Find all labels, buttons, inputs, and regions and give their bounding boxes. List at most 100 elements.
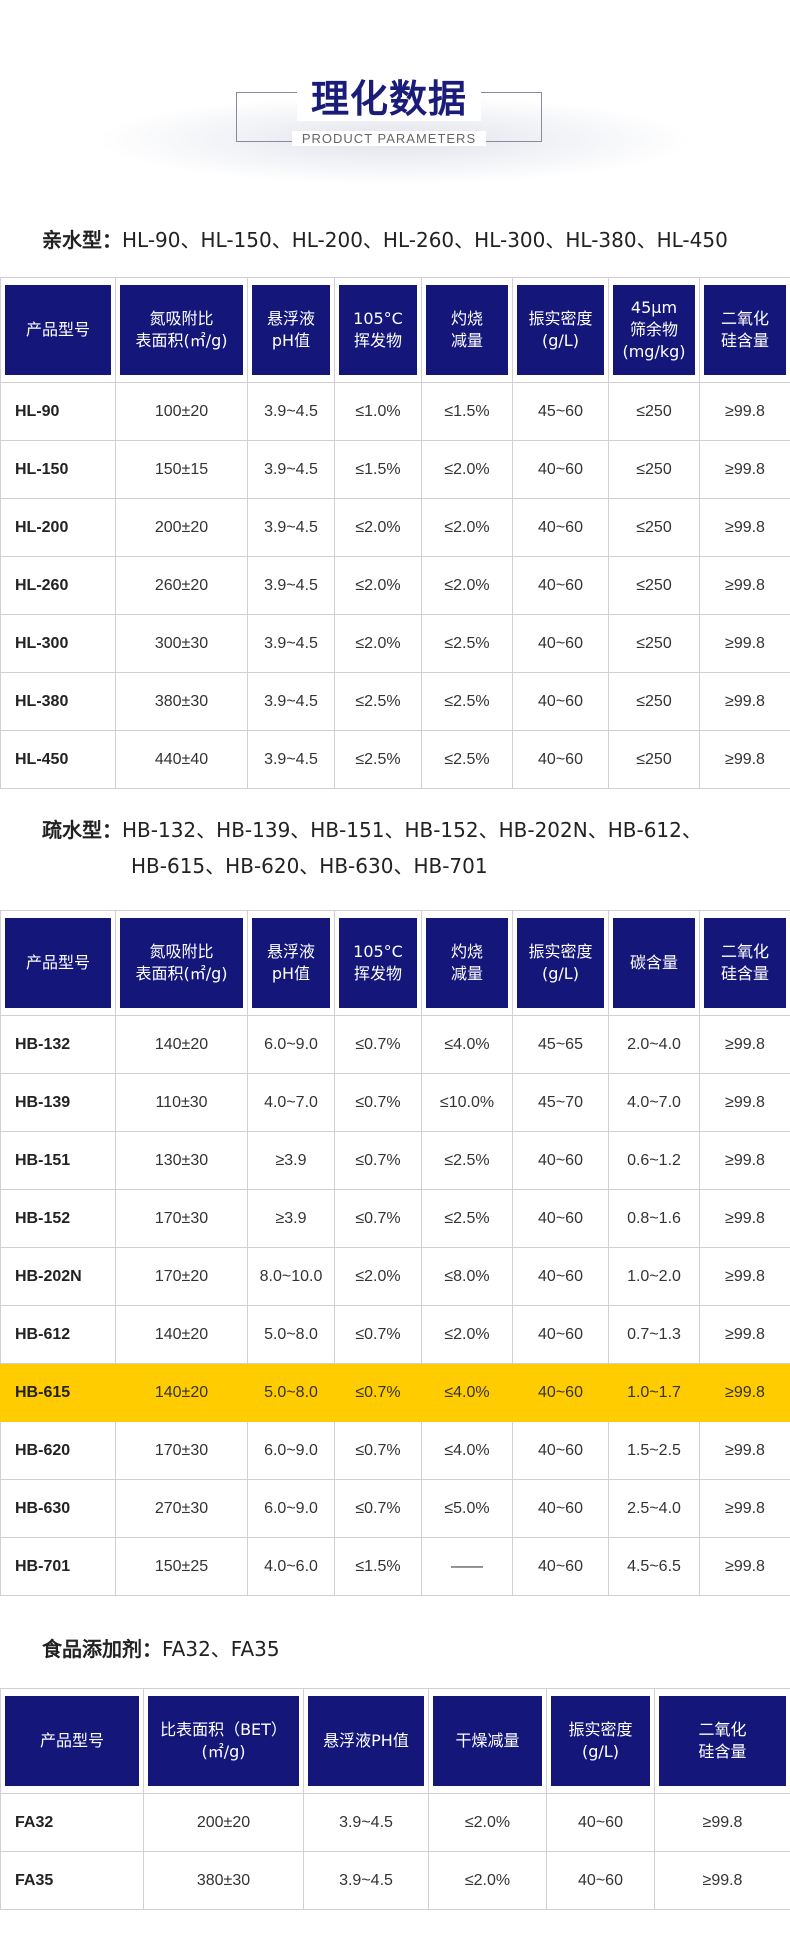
column-header-label: 氮吸附比 表面积(㎡/g) <box>120 918 243 1008</box>
value-cell: ≥99.8 <box>654 1793 790 1852</box>
column-header-label: 产品型号 <box>5 918 111 1008</box>
table-row: HL-380 380±30 3.9~4.5 ≤2.5% ≤2.5% 40~60 ≤250 ≥9… <box>0 672 790 731</box>
value-cell: ≤250 <box>608 614 700 673</box>
value-cell: 170±30 <box>115 1421 248 1480</box>
value-cell: ≤2.0% <box>428 1851 547 1910</box>
value-cell: 300±30 <box>115 614 248 673</box>
value-cell: 40~60 <box>512 1479 609 1538</box>
value-cell: 270±30 <box>115 1479 248 1538</box>
value-cell: 200±20 <box>143 1793 304 1852</box>
value-cell: 200±20 <box>115 498 248 557</box>
hydrophilic-models: HL-90、HL-150、HL-200、HL-260、HL-300、HL-380… <box>122 228 728 252</box>
value-cell: 4.0~7.0 <box>608 1073 700 1132</box>
value-cell: 3.9~4.5 <box>303 1851 429 1910</box>
column-header: 比表面积（BET） (㎡/g) <box>143 1688 304 1794</box>
value-cell: 40~60 <box>512 1305 609 1364</box>
value-cell: 40~60 <box>512 730 609 789</box>
column-header: 灼烧 减量 <box>421 277 513 383</box>
value-cell: ≤4.0% <box>421 1363 513 1422</box>
column-header: 氮吸附比 表面积(㎡/g) <box>115 277 248 383</box>
value-cell: 40~60 <box>512 1421 609 1480</box>
value-cell: 4.0~7.0 <box>247 1073 335 1132</box>
value-cell: 40~60 <box>512 556 609 615</box>
table-row: FA35 380±30 3.9~4.5 ≤2.0% 40~60 ≥99.8 <box>0 1851 790 1910</box>
value-cell: 45~65 <box>512 1015 609 1074</box>
column-header-label: 45μm 筛余物 (mg/kg) <box>613 285 695 375</box>
value-cell: 380±30 <box>115 672 248 731</box>
column-header-label: 悬浮液 pH值 <box>252 918 330 1008</box>
column-header-label: 比表面积（BET） (㎡/g) <box>148 1696 299 1786</box>
value-cell: 5.0~8.0 <box>247 1363 335 1422</box>
value-cell: ≤0.7% <box>334 1015 422 1074</box>
hydrophobic-models-line2: HB-615、HB-620、HB-630、HB-701 <box>131 854 488 878</box>
value-cell: 170±30 <box>115 1189 248 1248</box>
value-cell: ≥99.8 <box>699 1015 790 1074</box>
value-cell: 6.0~9.0 <box>247 1421 335 1480</box>
table-header-row: 产品型号 氮吸附比 表面积(㎡/g) 悬浮液 pH值 105°C 挥发物 灼烧 减量 振实密度 (g… <box>0 277 790 383</box>
table-row: HB-132 140±20 6.0~9.0 ≤0.7% ≤4.0% 45~65 2.0~4.… <box>0 1015 790 1074</box>
model-cell: HB-630 <box>0 1479 116 1538</box>
model-cell: HB-132 <box>0 1015 116 1074</box>
value-cell: ≤8.0% <box>421 1247 513 1306</box>
value-cell: 3.9~4.5 <box>303 1793 429 1852</box>
table-row: HB-615 140±20 5.0~8.0 ≤0.7% ≤4.0% 40~60 1.0~1.… <box>0 1363 790 1422</box>
column-header-label: 105°C 挥发物 <box>339 918 417 1008</box>
value-cell: 45~60 <box>512 382 609 441</box>
value-cell: ≥99.8 <box>699 556 790 615</box>
value-cell: ≤2.5% <box>334 730 422 789</box>
value-cell: 0.8~1.6 <box>608 1189 700 1248</box>
value-cell: 8.0~10.0 <box>247 1247 335 1306</box>
value-cell: 140±20 <box>115 1305 248 1364</box>
table-row: HL-200 200±20 3.9~4.5 ≤2.0% ≤2.0% 40~60 ≤250 ≥9… <box>0 498 790 557</box>
value-cell: ≤2.0% <box>421 440 513 499</box>
value-cell: 150±15 <box>115 440 248 499</box>
column-header: 悬浮液PH值 <box>303 1688 429 1794</box>
table-row: HB-620 170±30 6.0~9.0 ≤0.7% ≤4.0% 40~60 1.5~2.… <box>0 1421 790 1480</box>
column-header-label: 105°C 挥发物 <box>339 285 417 375</box>
column-header-label: 悬浮液 pH值 <box>252 285 330 375</box>
value-cell: ≤10.0% <box>421 1073 513 1132</box>
table-row: FA32 200±20 3.9~4.5 ≤2.0% 40~60 ≥99.8 <box>0 1793 790 1852</box>
column-header-label: 振实密度 (g/L) <box>517 285 604 375</box>
model-cell: FA32 <box>0 1793 144 1852</box>
value-cell: 3.9~4.5 <box>247 730 335 789</box>
model-cell: HL-450 <box>0 730 116 789</box>
value-cell: ≤2.5% <box>421 1189 513 1248</box>
food-label: 食品添加剂： <box>42 1637 162 1661</box>
value-cell: ≤2.0% <box>334 556 422 615</box>
value-cell: ≥99.8 <box>699 498 790 557</box>
value-cell: ≥99.8 <box>699 382 790 441</box>
value-cell: 3.9~4.5 <box>247 556 335 615</box>
value-cell: 5.0~8.0 <box>247 1305 335 1364</box>
hydrophobic-table: 产品型号 氮吸附比 表面积(㎡/g) 悬浮液 pH值 105°C 挥发物 灼烧 减量 振实密度 (g… <box>0 910 790 1596</box>
table-row: HB-202N 170±20 8.0~10.0 ≤2.0% ≤8.0% 40~60 1.0~… <box>0 1247 790 1306</box>
column-header-label: 二氧化 硅含量 <box>704 285 786 375</box>
value-cell: ≤2.0% <box>428 1793 547 1852</box>
value-cell: 3.9~4.5 <box>247 614 335 673</box>
value-cell: 40~60 <box>512 440 609 499</box>
table-row: HL-90 100±20 3.9~4.5 ≤1.0% ≤1.5% 45~60 ≤250 ≥99… <box>0 382 790 441</box>
column-header: 碳含量 <box>608 910 700 1016</box>
value-cell: 140±20 <box>115 1363 248 1422</box>
value-cell: 40~60 <box>512 1131 609 1190</box>
value-cell: ≥99.8 <box>699 1131 790 1190</box>
hydrophobic-models-line1: HB-132、HB-139、HB-151、HB-152、HB-202N、HB-6… <box>122 818 702 842</box>
table-header-row: 产品型号 比表面积（BET） (㎡/g) 悬浮液PH值 干燥减量 振实密度 (g/L) 二氧化… <box>0 1688 790 1794</box>
page-subtitle: PRODUCT PARAMETERS <box>236 131 542 146</box>
table-row: HB-612 140±20 5.0~8.0 ≤0.7% ≤2.0% 40~60 0.7~1.… <box>0 1305 790 1364</box>
column-header: 干燥减量 <box>428 1688 547 1794</box>
value-cell: —— <box>421 1537 513 1596</box>
column-header: 氮吸附比 表面积(㎡/g) <box>115 910 248 1016</box>
value-cell: ≤250 <box>608 730 700 789</box>
value-cell: ≥3.9 <box>247 1131 335 1190</box>
value-cell: 40~60 <box>512 672 609 731</box>
value-cell: ≤2.0% <box>421 1305 513 1364</box>
value-cell: ≤2.5% <box>421 672 513 731</box>
value-cell: 1.5~2.5 <box>608 1421 700 1480</box>
value-cell: 170±20 <box>115 1247 248 1306</box>
value-cell: ≤4.0% <box>421 1015 513 1074</box>
hydrophobic-heading: 疏水型：HB-132、HB-139、HB-151、HB-152、HB-202N、… <box>42 812 702 884</box>
food-table: 产品型号 比表面积（BET） (㎡/g) 悬浮液PH值 干燥减量 振实密度 (g/L) 二氧化… <box>0 1688 790 1910</box>
value-cell: 40~60 <box>546 1851 655 1910</box>
value-cell: ≥99.8 <box>699 1363 790 1422</box>
